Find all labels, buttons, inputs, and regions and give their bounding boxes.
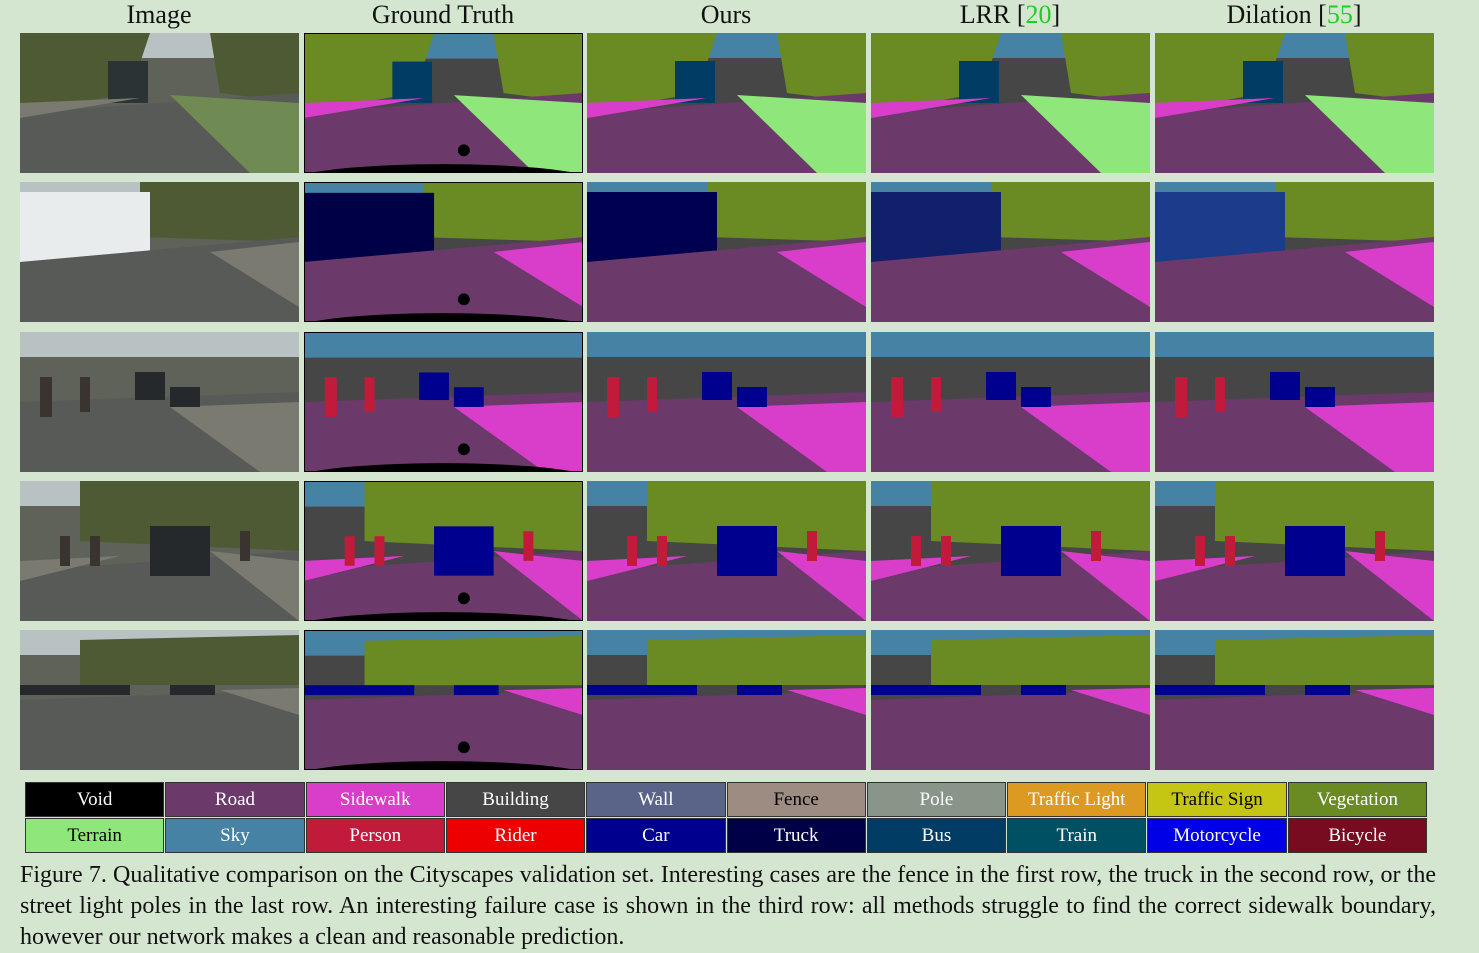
legend-item-traffic-sign: Traffic Sign: [1147, 782, 1287, 817]
segmentation-map-ground-truth-row-1: [304, 33, 583, 173]
column-header-ours: Ours: [700, 0, 752, 29]
segmentation-map-ground-truth-row-3: [304, 332, 583, 472]
segmentation-map-ground-truth-row-2: [304, 182, 583, 322]
segmentation-map-ours-row-3: [587, 332, 866, 472]
input-photo-row-3: [20, 332, 299, 472]
legend-item-sky: Sky: [165, 818, 305, 853]
legend-item-fence: Fence: [726, 782, 866, 817]
segmentation-map-ours-row-1: [587, 33, 866, 173]
segmentation-map-ours-row-5: [587, 630, 866, 770]
segmentation-map-ours-row-2: [587, 182, 866, 322]
legend-item-car: Car: [586, 818, 726, 853]
column-header-dilation: Dilation [55]: [1226, 0, 1362, 29]
input-photo-row-1: [20, 33, 299, 173]
segmentation-map-ground-truth-row-4: [304, 481, 583, 621]
legend-item-bicycle: Bicycle: [1287, 818, 1427, 853]
legend-item-traffic-light: Traffic Light: [1007, 782, 1147, 817]
class-legend: Void Road Sidewalk Building Wall Fence Pole Tra…: [25, 782, 1427, 854]
legend-item-sidewalk: Sidewalk: [305, 782, 445, 817]
legend-item-bus: Bus: [866, 818, 1007, 853]
segmentation-map-dilation-row-2: [1155, 182, 1434, 322]
segmentation-map-lrr-row-2: [871, 182, 1150, 322]
segmentation-map-lrr-row-5: [871, 630, 1150, 770]
input-photo-row-2: [20, 182, 299, 322]
citation-link-55[interactable]: 55: [1326, 0, 1353, 29]
legend-item-train: Train: [1007, 818, 1147, 853]
legend-item-motorcycle: Motorcycle: [1147, 818, 1287, 853]
legend-item-person: Person: [305, 818, 445, 853]
legend-item-terrain: Terrain: [25, 818, 165, 853]
segmentation-map-dilation-row-5: [1155, 630, 1434, 770]
segmentation-map-dilation-row-3: [1155, 332, 1434, 472]
legend-item-truck: Truck: [726, 818, 866, 853]
segmentation-map-dilation-row-4: [1155, 481, 1434, 621]
column-header-lrr: LRR [20]: [959, 0, 1061, 29]
segmentation-map-dilation-row-1: [1155, 33, 1434, 173]
legend-item-road: Road: [165, 782, 305, 817]
column-headers: Image Ground Truth Ours LRR [20] Dilatio…: [20, 0, 1434, 30]
citation-link-20[interactable]: 20: [1025, 0, 1052, 29]
input-photo-row-5: [20, 630, 299, 770]
segmentation-map-lrr-row-3: [871, 332, 1150, 472]
legend-item-building: Building: [445, 782, 586, 817]
segmentation-map-lrr-row-4: [871, 481, 1150, 621]
column-header-ground-truth: Ground Truth: [371, 0, 515, 29]
column-header-image: Image: [126, 0, 192, 29]
segmentation-map-ground-truth-row-5: [304, 630, 583, 770]
segmentation-map-lrr-row-1: [871, 33, 1150, 173]
legend-item-rider: Rider: [445, 818, 586, 853]
segmentation-map-ours-row-4: [587, 481, 866, 621]
input-photo-row-4: [20, 481, 299, 621]
legend-item-void: Void: [25, 782, 165, 817]
legend-item-vegetation: Vegetation: [1287, 782, 1427, 817]
legend-item-pole: Pole: [866, 782, 1007, 817]
figure-caption: Figure 7. Qualitative comparison on the …: [20, 862, 1436, 950]
legend-item-wall: Wall: [586, 782, 726, 817]
